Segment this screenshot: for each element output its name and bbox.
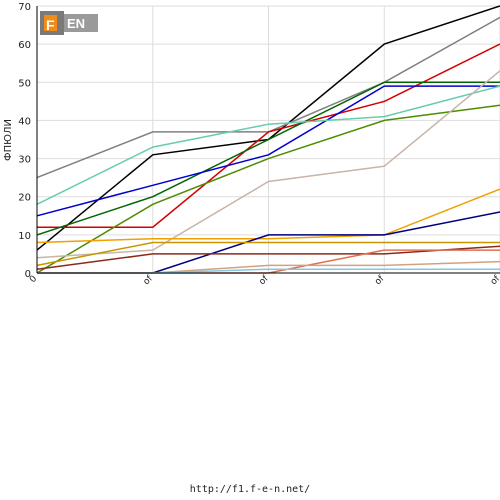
x-tick-label: of	[257, 273, 271, 287]
series-line-4	[36, 81, 500, 236]
grid-lines	[36, 5, 500, 274]
y-tick-label: 20	[18, 193, 31, 204]
y-tick-label: 30	[18, 155, 31, 166]
axes	[36, 6, 500, 274]
x-tick-label: 0	[28, 274, 39, 285]
y-tick-label: 40	[18, 116, 31, 127]
y-tick-label: 50	[18, 78, 31, 89]
series-line-11	[36, 241, 500, 267]
series-line-7	[36, 104, 500, 274]
footer-url: http://f1.f-e-n.net/	[189, 484, 311, 495]
f1en-logo: F EN	[40, 9, 98, 37]
series-line-12	[36, 245, 500, 270]
x-tick-label: of	[142, 273, 156, 287]
y-tick-label: 10	[18, 231, 31, 242]
y-tick-label: 0	[25, 269, 31, 280]
series-line-5	[36, 85, 500, 217]
x-tick-labels: 0 of of of of	[28, 273, 500, 287]
series-line-6	[36, 85, 500, 205]
y-tick-label: 70	[18, 2, 31, 13]
y-tick-labels: 0 10 20 30 40 50 60 70	[18, 2, 31, 280]
series-line-8	[36, 70, 500, 259]
x-tick-label: of	[489, 273, 500, 287]
svg-text:EN: EN	[67, 16, 85, 31]
y-tick-label: 60	[18, 40, 31, 51]
y-axis-label: ФПЮЛИ	[3, 119, 14, 161]
series-line-9	[36, 188, 500, 244]
x-tick-label: of	[373, 273, 387, 287]
svg-text:F: F	[46, 17, 55, 33]
